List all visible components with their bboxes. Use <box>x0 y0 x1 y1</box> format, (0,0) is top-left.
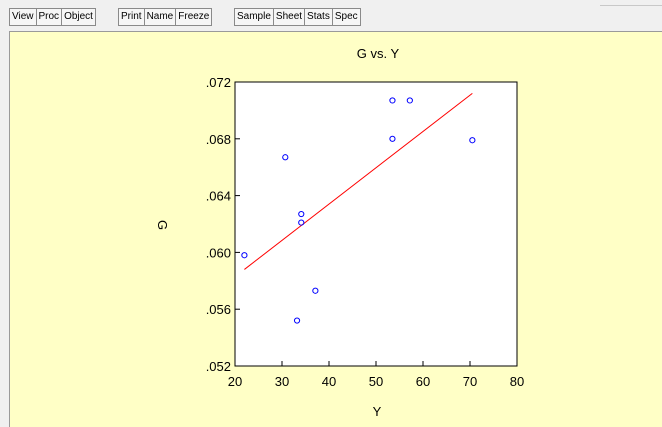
sample-button[interactable]: Sample <box>234 8 274 26</box>
y-tick-label: .056 <box>206 302 231 317</box>
x-axis: 20 30 40 50 60 70 80 <box>228 361 524 389</box>
plot-area <box>234 81 518 367</box>
window-edge-line <box>600 5 662 6</box>
y-axis-title: G <box>155 220 170 230</box>
x-tick-label: 20 <box>228 374 242 389</box>
x-tick-label: 30 <box>275 374 289 389</box>
x-tick-label: 80 <box>510 374 524 389</box>
data-point <box>406 97 413 104</box>
regression-line <box>244 92 473 270</box>
data-point <box>389 135 396 142</box>
toolbar-group-2: Print Name Freeze <box>118 8 213 26</box>
x-axis-title: Y <box>373 404 382 419</box>
data-point <box>293 317 301 324</box>
name-button[interactable]: Name <box>143 8 177 26</box>
toolbar: View Proc Object Print Name Freeze Sampl… <box>0 0 662 30</box>
x-tick-label: 50 <box>369 374 383 389</box>
proc-button[interactable]: Proc <box>35 8 63 26</box>
y-tick-label: .052 <box>206 359 231 374</box>
view-button[interactable]: View <box>9 8 37 26</box>
freeze-button[interactable]: Freeze <box>175 8 213 26</box>
graph-view[interactable]: G vs. Y 20 30 40 50 60 70 80 .052 .056 .060 .064.… <box>9 31 662 427</box>
data-points <box>241 97 476 324</box>
data-point <box>282 154 289 161</box>
y-axis: .052 .056 .060 .064 .068 .072 <box>206 75 240 374</box>
print-button[interactable]: Print <box>118 8 145 26</box>
sheet-button[interactable]: Sheet <box>272 8 306 26</box>
data-point <box>298 210 305 218</box>
x-tick-label: 40 <box>322 374 336 389</box>
stats-button[interactable]: Stats <box>304 8 333 26</box>
chart-title: G vs. Y <box>357 46 400 61</box>
object-button[interactable]: Object <box>61 8 96 26</box>
y-tick-label: .068 <box>206 132 231 147</box>
data-point <box>298 219 305 226</box>
y-tick-label: .060 <box>206 245 231 260</box>
x-tick-label: 70 <box>463 374 477 389</box>
y-tick-label: .064 <box>206 189 231 204</box>
y-tick-label: .072 <box>206 75 231 90</box>
data-point <box>312 287 319 294</box>
toolbar-group-3: Sample Sheet Stats Spec <box>234 8 361 26</box>
x-tick-label: 60 <box>416 374 430 389</box>
spec-button[interactable]: Spec <box>331 8 361 26</box>
scatter-chart: G vs. Y 20 30 40 50 60 70 80 .052 .056 .060 .064.… <box>155 46 524 419</box>
toolbar-group-1: View Proc Object <box>9 8 96 26</box>
data-point <box>389 97 396 104</box>
data-point <box>241 252 248 259</box>
data-point <box>469 137 476 144</box>
